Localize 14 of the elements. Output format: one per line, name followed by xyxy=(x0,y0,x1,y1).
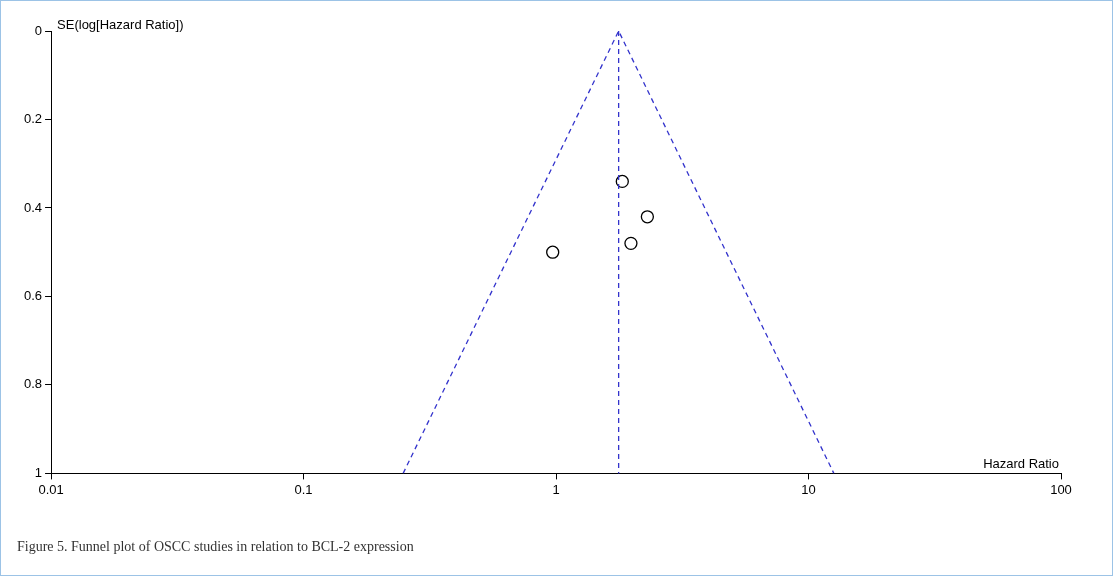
x-tick-label: 0.1 xyxy=(294,481,313,497)
x-tick-label: 10 xyxy=(801,481,816,497)
y-tick-label: 0.6 xyxy=(23,288,43,304)
caption: Figure 5. Funnel plot of OSCC studies in relation to BCL-2 expression xyxy=(17,539,414,555)
y-axis-title: SE(log[Hazard Ratio]) xyxy=(57,16,184,32)
y-tick-label: 0.4 xyxy=(23,199,43,215)
y-tick-label: 1 xyxy=(34,464,43,480)
y-tick-label: 0.8 xyxy=(23,376,43,392)
x-axis-title: Hazard Ratio xyxy=(983,456,1059,472)
x-tick-label: 100 xyxy=(1050,481,1072,497)
y-tick-label: 0.2 xyxy=(23,111,43,127)
x-tick-label: 0.01 xyxy=(38,481,64,497)
x-tick-label: 1 xyxy=(552,481,560,497)
y-tick-label: 0 xyxy=(34,22,43,38)
